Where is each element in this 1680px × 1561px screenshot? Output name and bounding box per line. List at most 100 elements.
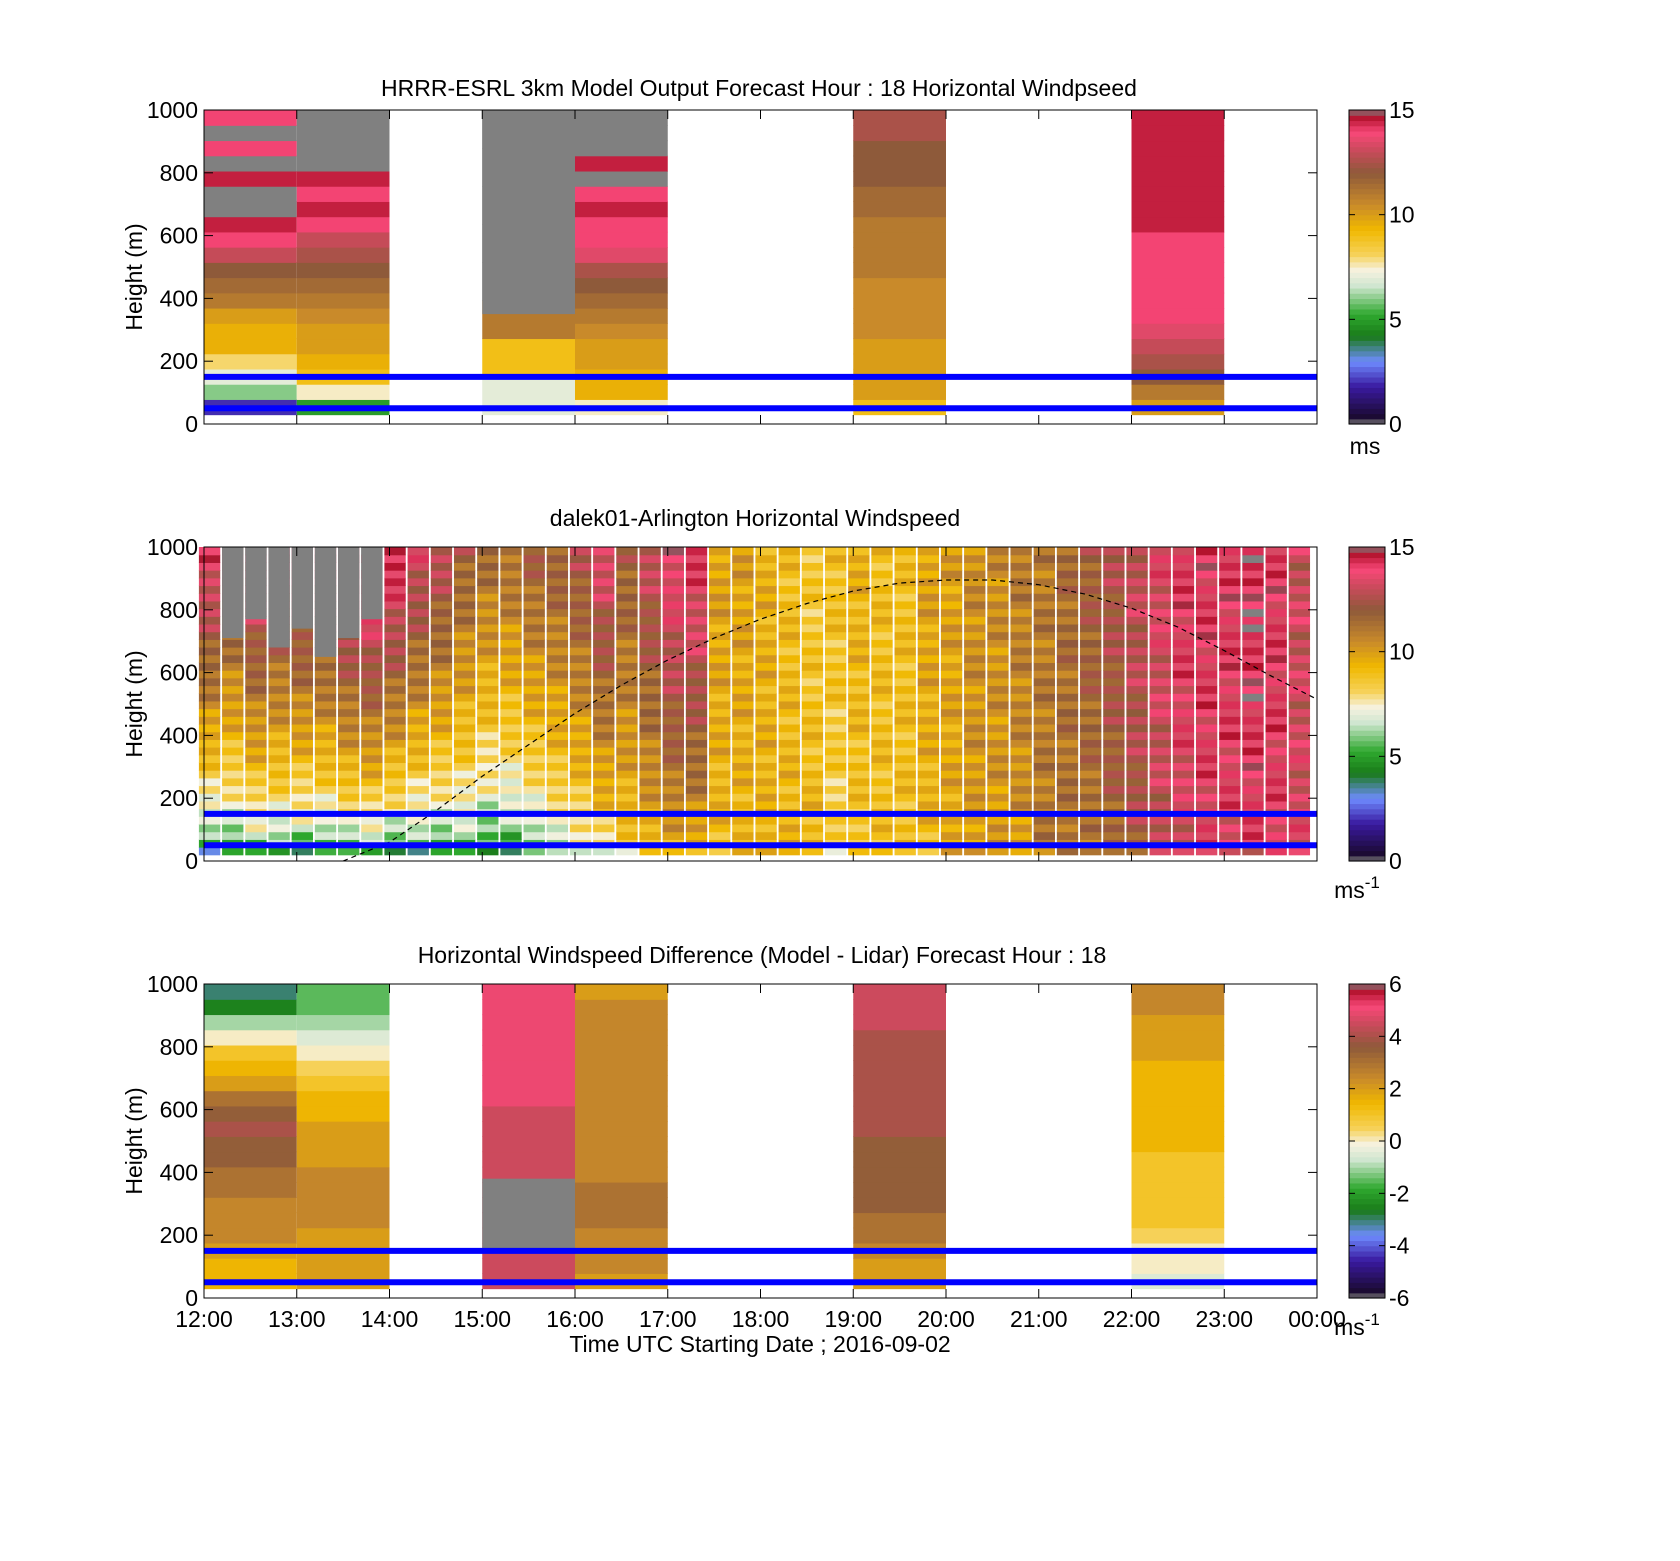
data-cell: [732, 600, 754, 610]
data-cell: [894, 777, 916, 787]
data-cell: [685, 847, 708, 856]
data-cell: [296, 140, 390, 157]
colorbar-swatch: [1349, 178, 1385, 184]
colorbar-swatch: [1349, 110, 1385, 116]
data-cell: [685, 600, 708, 610]
colorbar-swatch: [1349, 1161, 1385, 1168]
data-cell: [1033, 739, 1055, 748]
data-cell: [245, 616, 267, 625]
data-cell: [1126, 554, 1148, 563]
data-cell: [1219, 639, 1241, 648]
data-cell: [384, 677, 406, 687]
data-cell: [853, 1105, 946, 1122]
data-cell: [430, 577, 453, 587]
data-cell: [296, 1166, 390, 1183]
colorbar-swatch: [1349, 287, 1385, 294]
panel-title: dalek01-Arlington Horizontal Windspeed: [550, 505, 960, 531]
colorbar-swatch: [1349, 557, 1385, 564]
data-cell: [824, 593, 847, 602]
data-cell: [384, 670, 406, 679]
data-cell: [778, 600, 800, 610]
data-cell: [1080, 785, 1102, 794]
data-cell: [222, 831, 244, 840]
data-cell: [523, 708, 545, 717]
data-cell: [222, 762, 244, 771]
data-cell: [361, 723, 383, 733]
data-cell: [198, 708, 221, 717]
data-cell: [685, 777, 708, 787]
data-cell: [778, 731, 800, 740]
data-cell: [662, 554, 684, 563]
data-cell: [1219, 670, 1241, 679]
data-cell: [453, 547, 476, 556]
data-cell: [853, 338, 946, 355]
data-cell: [291, 631, 313, 640]
data-cell: [569, 831, 592, 840]
data-cell: [222, 670, 244, 679]
data-cell: [204, 999, 297, 1016]
data-cell: [575, 1166, 668, 1183]
data-cell: [296, 323, 390, 340]
data-cell: [314, 654, 337, 663]
data-cell: [1010, 547, 1032, 556]
data-cell: [871, 593, 893, 602]
data-cell: [430, 770, 453, 779]
data-cell: [732, 747, 754, 756]
panel-lidar: dalek01-Arlington Horizontal Windspeed H…: [121, 505, 1415, 903]
colorbar-swatch: [1349, 1130, 1385, 1137]
data-cell: [1195, 847, 1218, 856]
data-cell: [291, 723, 313, 733]
data-cell: [871, 831, 893, 840]
colorbar-swatch: [1349, 1266, 1385, 1273]
data-cell: [732, 762, 754, 771]
data-cell: [361, 777, 383, 787]
y-tick-label: 400: [160, 722, 198, 748]
data-cell: [894, 708, 916, 717]
data-cell: [1149, 600, 1171, 610]
data-cell: [338, 639, 360, 648]
data-cell: [1219, 777, 1241, 787]
data-cell: [1103, 577, 1125, 587]
data-cell: [1033, 631, 1055, 640]
data-cell: [1288, 623, 1311, 633]
data-cell: [268, 700, 290, 710]
data-cell: [1056, 608, 1079, 617]
colorbar-swatch: [1349, 1151, 1385, 1158]
data-cell: [801, 693, 824, 702]
colorbar-swatch: [1349, 1167, 1385, 1173]
data-cell: [296, 1075, 390, 1092]
data-cell: [871, 708, 893, 717]
data-cell: [685, 700, 708, 710]
data-cell: [204, 186, 297, 202]
data-cell: [685, 662, 708, 671]
data-cell: [894, 585, 916, 594]
data-cell: [1103, 585, 1125, 594]
data-cell: [500, 662, 522, 671]
data-cell: [482, 1014, 575, 1031]
data-cell: [314, 670, 337, 679]
data-cell: [575, 323, 668, 340]
data-cell: [575, 216, 668, 233]
colorbar-swatch: [1349, 840, 1385, 846]
data-cell: [662, 785, 684, 794]
data-cell: [1126, 708, 1148, 717]
data-cell: [407, 785, 429, 794]
data-cell: [222, 700, 244, 710]
data-cell: [361, 816, 383, 825]
y-tick-label: 1000: [147, 534, 198, 560]
data-cell: [477, 685, 499, 694]
colorbar-swatch: [1349, 240, 1385, 247]
data-cell: [546, 723, 569, 733]
data-cell: [296, 155, 390, 172]
data-cell: [407, 747, 429, 756]
data-cell: [296, 1029, 390, 1046]
data-cell: [801, 670, 824, 679]
data-cell: [709, 670, 731, 679]
data-cell: [569, 716, 592, 725]
data-cell: [662, 647, 684, 656]
data-cell: [1149, 693, 1171, 702]
colorbar-swatch: [1349, 324, 1385, 331]
data-cell: [801, 585, 824, 594]
data-cell: [987, 793, 1009, 802]
data-cell: [1195, 677, 1218, 687]
